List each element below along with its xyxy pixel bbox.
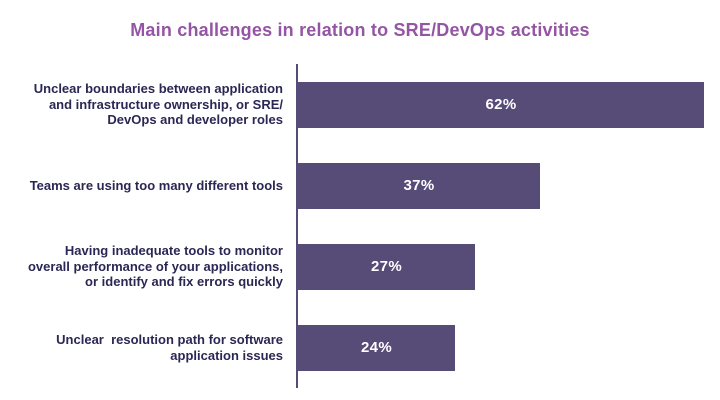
bar: 62%: [298, 81, 704, 128]
category-label: Having inadequate tools to monitor overa…: [27, 242, 283, 290]
bar-chart: Unclear boundaries between application a…: [0, 64, 720, 388]
bar-rows: Unclear boundaries between application a…: [0, 64, 720, 388]
category-label: Unclear resolution path for software app…: [56, 331, 283, 363]
bar-row: Having inadequate tools to monitor overa…: [0, 226, 720, 307]
category-label: Teams are using too many different tools: [29, 177, 283, 193]
value-label: 37%: [403, 177, 435, 194]
y-axis-line: [296, 64, 298, 388]
value-label: 24%: [361, 339, 392, 356]
value-label: 27%: [371, 258, 402, 275]
bar: 24%: [298, 324, 455, 371]
bar-row: Teams are using too many different tools…: [0, 145, 720, 226]
bar-row: Unclear boundaries between application a…: [0, 64, 720, 145]
bar: 37%: [298, 162, 540, 209]
category-label: Unclear boundaries between application a…: [33, 80, 283, 128]
bar: 27%: [298, 243, 475, 290]
bar-row: Unclear resolution path for software app…: [0, 307, 720, 388]
chart-title: Main challenges in relation to SRE/DevOp…: [130, 20, 590, 40]
value-label: 62%: [485, 96, 517, 113]
